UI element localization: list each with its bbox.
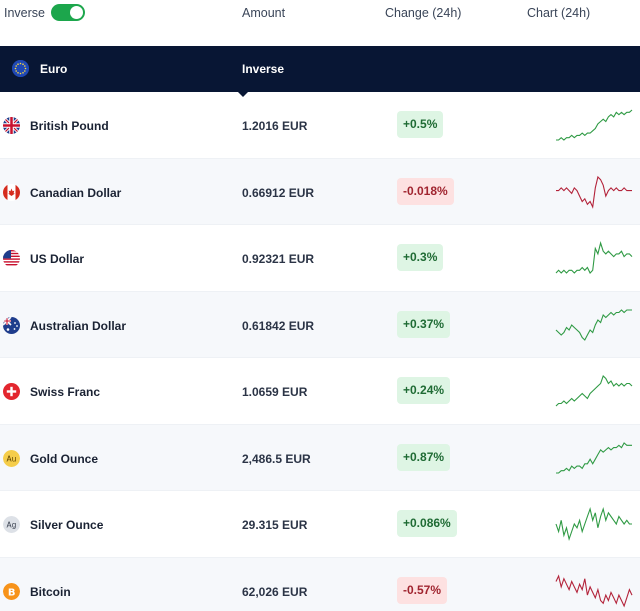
sparkline-line (555, 375, 633, 407)
currency-row[interactable]: US Dollar 0.92321 EUR +0.3% (0, 225, 640, 292)
sparkline-chart (555, 375, 633, 407)
base-bar-caret (238, 92, 248, 97)
currency-amount: 1.2016 EUR (242, 119, 308, 133)
sparkline-line (555, 573, 633, 607)
switzerland-flag-icon (3, 383, 20, 400)
sparkline-line (555, 308, 632, 341)
inverse-label: Inverse (4, 5, 45, 20)
sparkline-line (555, 241, 633, 274)
change-badge: +0.3% (397, 244, 444, 271)
currency-row[interactable]: British Pound 1.2016 EUR +0.5% (0, 92, 640, 159)
uk-flag-icon (3, 117, 20, 134)
bitcoin-icon: B (3, 582, 20, 600)
currency-row[interactable]: Canadian Dollar 0.66912 EUR -0.018% (0, 158, 640, 225)
toggle-knob (70, 6, 83, 19)
svg-text:B: B (8, 587, 16, 598)
currency-amount: 0.92321 EUR (242, 252, 315, 266)
currency-amount: 29.315 EUR (242, 518, 308, 532)
currency-row[interactable]: B Bitcoin 62,026 EUR -0.57% (0, 557, 640, 611)
sparkline-chart (556, 109, 633, 141)
table-header: Inverse Amount Change (24h) Chart (24h) (0, 0, 640, 46)
currency-row[interactable]: Ag Silver Ounce 29.315 EUR +0.086% (0, 491, 640, 558)
currency-amount: 2,486.5 EUR (242, 451, 311, 466)
chart-column-header: Chart (24h) (527, 6, 591, 20)
inverse-toggle[interactable] (51, 4, 85, 21)
base-currency-bar[interactable]: Euro Inverse (0, 46, 640, 92)
change-badge: +0.87% (397, 443, 451, 471)
svg-text:Au: Au (7, 454, 17, 463)
amount-column-header: Amount (242, 6, 286, 20)
base-currency-name: Euro (40, 62, 68, 76)
sparkline-chart (555, 507, 632, 541)
change-badge: +0.086% (397, 510, 457, 537)
sparkline-chart (555, 241, 633, 274)
currency-name: British Pound (30, 119, 109, 133)
currency-row[interactable]: Swiss Franc 1.0659 EUR +0.24% (0, 358, 640, 425)
currency-amount: 62,026 EUR (242, 584, 308, 599)
currency-amount: 1.0659 EUR (242, 385, 308, 399)
currency-name: Swiss Franc (30, 385, 101, 399)
currency-name: Bitcoin (30, 584, 71, 599)
change-column-header: Change (24h) (385, 6, 462, 20)
change-badge: +0.5% (397, 111, 444, 138)
currency-name: Canadian Dollar (30, 185, 122, 200)
australia-flag-icon (3, 316, 20, 334)
us-flag-icon (3, 250, 20, 267)
currency-row[interactable]: Australian Dollar 0.61842 EUR +0.37% (0, 291, 640, 358)
sparkline-chart (556, 175, 632, 209)
currency-name: Silver Ounce (30, 518, 104, 532)
currency-amount: 0.61842 EUR (242, 318, 315, 333)
sparkline-chart (556, 441, 632, 474)
currency-amount: 0.66912 EUR (242, 185, 315, 200)
change-badge: -0.57% (397, 576, 448, 604)
currency-name: US Dollar (30, 252, 85, 266)
change-badge: +0.24% (397, 377, 451, 404)
canada-flag-icon (3, 183, 20, 201)
sparkline-line (556, 109, 633, 141)
sparkline-line (555, 507, 632, 541)
sparkline-chart (555, 573, 633, 607)
currency-name: Australian Dollar (30, 318, 127, 333)
change-badge: -0.018% (397, 177, 454, 205)
gold-coin-icon: Au (3, 449, 20, 467)
silver-coin-icon: Ag (3, 516, 20, 533)
eu-flag-icon (12, 60, 29, 77)
inverse-control: Inverse (4, 4, 85, 21)
sparkline-line (556, 175, 632, 209)
currency-list: British Pound 1.2016 EUR +0.5% Canadian Dol… (0, 92, 640, 611)
currency-name: Gold Ounce (30, 451, 99, 466)
sparkline-chart (555, 308, 632, 341)
sparkline-line (556, 441, 632, 474)
svg-text:Ag: Ag (7, 521, 17, 530)
base-mode-label: Inverse (242, 62, 285, 76)
change-badge: +0.37% (397, 310, 451, 338)
currency-row[interactable]: Au Gold Ounce 2,486.5 EUR +0.87% (0, 424, 640, 491)
